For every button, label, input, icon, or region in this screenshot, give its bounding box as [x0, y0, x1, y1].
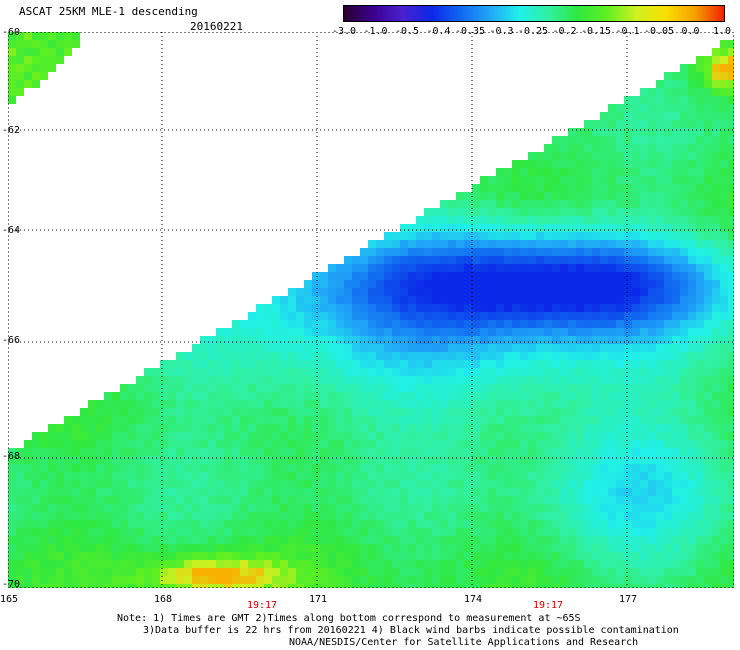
longitude-label: 171 [308, 594, 328, 605]
colorbar-gradient [344, 6, 724, 21]
note-line-1: Note: 1) Times are GMT 2)Times along bot… [117, 613, 581, 624]
colorbar-tick-label: -3.0 [331, 26, 357, 37]
colorbar-tick-label: -0.05 [643, 26, 675, 37]
gmt-time-label: 19:17 [246, 600, 278, 611]
longitude-label: 168 [153, 594, 173, 605]
data-cells [8, 32, 734, 588]
note-line-2: 3)Data buffer is 22 hrs from 20160221 4)… [143, 625, 679, 636]
longitude-label: 165 [0, 594, 19, 605]
map-date: 20160221 [190, 20, 243, 33]
colorbar-tick-label: -0.35 [454, 26, 486, 37]
colorbar-tick-label: -0.2 [552, 26, 577, 37]
colorbar-tick-label: -0.5 [394, 26, 420, 37]
latitude-label: -68 [2, 451, 21, 462]
latitude-label: -66 [2, 335, 21, 346]
latitude-label: -70 [2, 579, 21, 590]
note-line-3: NOAA/NESDIS/Center for Satellite Applica… [289, 637, 639, 648]
colorbar-tick-label: -1.0 [363, 26, 388, 37]
colorbar-tick-label: -0.4 [426, 26, 451, 37]
colorbar-tick-label: 1.0 [712, 26, 732, 37]
graticule [8, 32, 734, 588]
latitude-label: -62 [2, 125, 21, 136]
gmt-time-label: 19:17 [532, 600, 564, 611]
colorbar [343, 5, 725, 22]
scatterometer-map [8, 32, 734, 588]
map-title: ASCAT 25KM MLE-1 descending [19, 5, 198, 18]
latitude-label: -64 [2, 225, 21, 236]
colorbar-tick-label: 0.0 [681, 26, 700, 37]
longitude-label: 177 [618, 594, 638, 605]
longitude-label: 174 [463, 594, 483, 605]
colorbar-tick-label: -0.15 [580, 26, 612, 37]
footer-notes: Note: 1) Times are GMT 2)Times along bot… [0, 613, 740, 649]
colorbar-tick-label: -0.1 [615, 26, 640, 37]
latitude-label: -60 [2, 27, 21, 38]
colorbar-tick-label: -0.3 [489, 26, 514, 37]
colorbar-tick-label: -0.25 [517, 26, 549, 37]
